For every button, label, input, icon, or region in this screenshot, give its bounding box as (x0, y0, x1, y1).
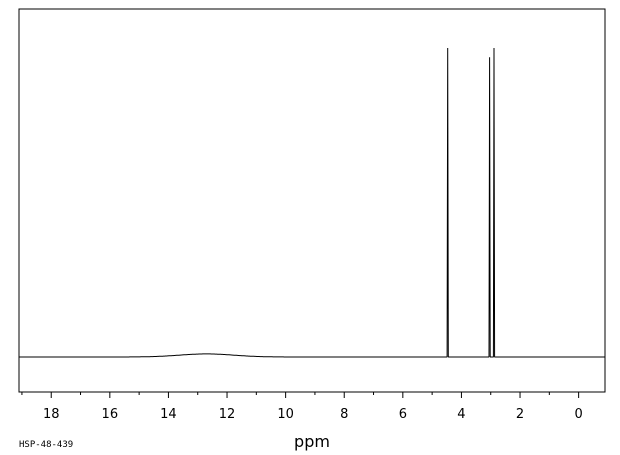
x-tick-label: 14 (160, 407, 177, 422)
x-tick-label: 4 (457, 407, 465, 422)
plot-frame (18, 8, 606, 393)
x-tick-label: 10 (277, 407, 294, 422)
x-tick-label: 0 (574, 407, 582, 422)
x-axis-tick-labels: 18 16 14 12 10 8 6 4 2 0 (43, 407, 583, 422)
x-tick-label: 18 (43, 407, 60, 422)
sample-code-label: HSP-48-439 (19, 440, 73, 450)
x-tick-label: 12 (219, 407, 236, 422)
x-tick-label: 8 (340, 407, 348, 422)
x-axis-ticks (21, 392, 580, 398)
x-tick-label: 2 (516, 407, 524, 422)
spectrum-line (19, 47, 605, 358)
x-tick-label: 16 (102, 407, 119, 422)
x-tick-label: 6 (399, 407, 407, 422)
x-axis-title: ppm (294, 432, 330, 451)
